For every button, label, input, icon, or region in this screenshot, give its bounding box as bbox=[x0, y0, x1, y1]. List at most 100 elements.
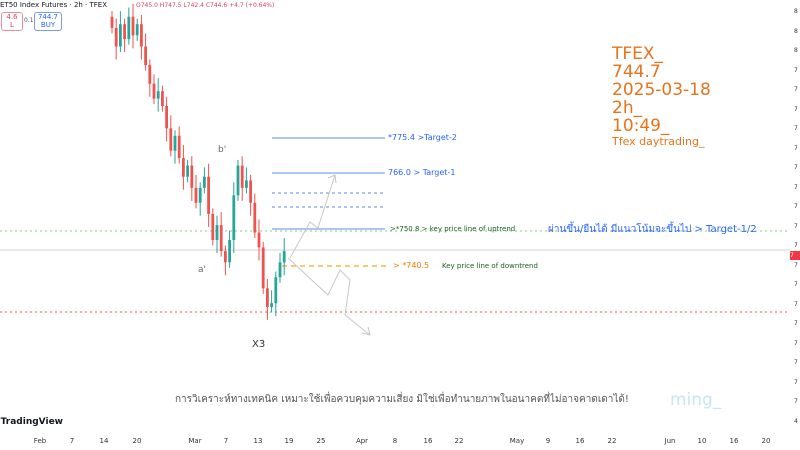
price-tick: 7 bbox=[794, 281, 798, 288]
projection-up-arrow bbox=[327, 174, 337, 184]
price-tick: 7 bbox=[794, 86, 798, 93]
buy-button[interactable]: 744.7 BUY bbox=[34, 12, 62, 31]
buy-label: BUY bbox=[40, 21, 56, 29]
wave-x3-label: X3 bbox=[252, 339, 266, 350]
time-tick: 19 bbox=[284, 437, 294, 445]
downtrend-price-label: > *740.5 bbox=[393, 261, 430, 270]
tagline-text: Tfex daytrading_ bbox=[612, 135, 705, 148]
price-tick: 7 bbox=[794, 203, 798, 210]
candle bbox=[245, 180, 248, 188]
time-tick: 7 bbox=[69, 437, 75, 445]
candle bbox=[274, 277, 278, 304]
downtrend-label: Key price line of downtrend bbox=[442, 262, 538, 270]
time-tick: 16 bbox=[423, 437, 433, 445]
candle bbox=[249, 180, 252, 203]
price-tick: 7 bbox=[794, 378, 798, 386]
candle bbox=[114, 27, 118, 47]
candle bbox=[131, 16, 135, 36]
candle bbox=[261, 247, 265, 289]
overlay-date: 2025-03-18 bbox=[612, 80, 711, 100]
price-tick: 7 bbox=[794, 125, 798, 132]
projection-down-path bbox=[287, 257, 371, 336]
candle bbox=[211, 213, 215, 240]
candle bbox=[266, 288, 269, 307]
wave-a-label: a' bbox=[198, 265, 206, 275]
sell-price: 4.6 bbox=[6, 13, 18, 21]
time-tick: 25 bbox=[316, 437, 326, 445]
candle bbox=[207, 176, 210, 214]
buy-price: 744.7 bbox=[37, 13, 59, 21]
candle bbox=[278, 262, 282, 278]
price-tick: 7 bbox=[794, 359, 798, 366]
watermark: ming_ bbox=[670, 390, 722, 410]
candle bbox=[186, 165, 189, 177]
time-tick: 22 bbox=[607, 437, 617, 445]
candle bbox=[127, 16, 131, 40]
candle bbox=[270, 303, 273, 307]
candles bbox=[110, 3, 286, 320]
candle bbox=[253, 202, 257, 233]
overlay-interval: 2h_ bbox=[612, 98, 643, 118]
target1-label: 766.0 > Target-1 bbox=[388, 168, 456, 177]
quantity[interactable]: 0.1 bbox=[24, 17, 34, 24]
time-tick: 20 bbox=[132, 437, 142, 445]
uptrend-label: >*750.8 > key price line of uptrend bbox=[390, 225, 516, 233]
candle bbox=[215, 225, 219, 240]
candle bbox=[161, 91, 164, 107]
price-tick: 7 bbox=[794, 144, 798, 152]
candle bbox=[173, 135, 177, 151]
ohlc-readout: O745.0 H747.5 L742.4 C744.6 +4.7 (+0.64%… bbox=[136, 2, 275, 9]
overlay-time: 10:49_ bbox=[612, 116, 670, 136]
candle bbox=[169, 128, 173, 151]
price-tick: 7 bbox=[794, 398, 798, 405]
sell-button[interactable]: 4.6 L bbox=[1, 12, 23, 31]
projection-up-path bbox=[289, 174, 336, 259]
price-tick: 7 bbox=[794, 261, 798, 269]
candle bbox=[177, 135, 181, 159]
price-tick: 7 bbox=[794, 222, 798, 230]
price-tick: 7 bbox=[794, 320, 798, 327]
wave-b-label: b' bbox=[218, 145, 227, 155]
projection-down-arrow bbox=[361, 326, 371, 336]
candle bbox=[224, 251, 227, 263]
price-tick: 7 bbox=[794, 300, 798, 308]
time-tick: Feb bbox=[33, 437, 47, 445]
time-tick: 16 bbox=[575, 437, 585, 445]
time-tick: 20 bbox=[761, 437, 771, 445]
candle bbox=[144, 46, 147, 66]
time-tick: Mar bbox=[188, 437, 202, 445]
candle bbox=[236, 165, 240, 196]
disclaimer: การวิเคราะห์ทางเทคนิค เหมาะใช้เพื่อควบคุ… bbox=[175, 394, 629, 405]
time-tick: 10 bbox=[697, 437, 707, 445]
candle bbox=[282, 251, 286, 263]
sell-label: L bbox=[10, 21, 14, 29]
candle bbox=[135, 24, 139, 36]
time-tick: 8 bbox=[392, 437, 398, 445]
candle bbox=[198, 187, 202, 203]
time-tick: 14 bbox=[99, 437, 109, 445]
candle bbox=[219, 225, 223, 252]
price-tick: 7 bbox=[794, 183, 798, 191]
candle bbox=[203, 176, 206, 188]
price-tick: 8 bbox=[794, 47, 798, 54]
candle bbox=[240, 165, 244, 188]
price-tick: 4 bbox=[794, 417, 798, 425]
candle bbox=[190, 165, 194, 188]
candle bbox=[165, 106, 168, 129]
price-tick: 7 bbox=[794, 242, 798, 249]
overlay-price: 744.7 bbox=[612, 62, 661, 82]
time-tick: 7 bbox=[223, 437, 229, 445]
tradingview-logo: ⁄ TradingView bbox=[0, 417, 63, 427]
price-tick: 7 bbox=[794, 66, 798, 74]
candle bbox=[257, 232, 261, 248]
current-price-tag: 7 bbox=[790, 251, 800, 260]
time-tick: Jun bbox=[664, 437, 676, 445]
tradingview-brand: TradingView bbox=[0, 417, 63, 427]
candle bbox=[182, 158, 185, 177]
candle bbox=[119, 24, 122, 47]
target2-label: *775.4 >Target-2 bbox=[388, 133, 457, 142]
candle bbox=[110, 16, 114, 28]
candle bbox=[123, 24, 126, 40]
candle bbox=[152, 83, 156, 99]
